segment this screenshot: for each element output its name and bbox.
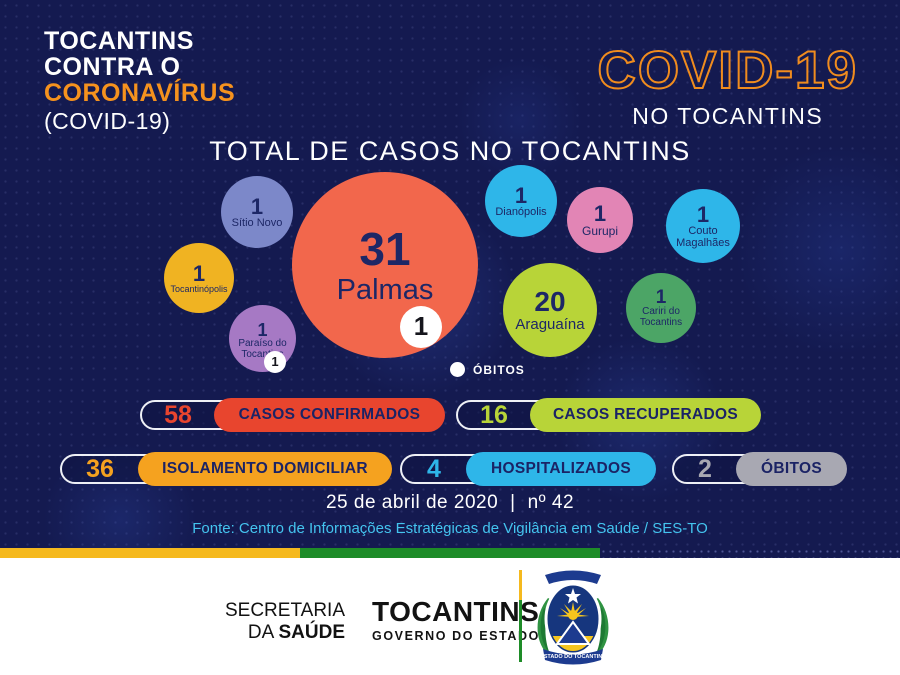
bubble-cases: 1	[696, 201, 710, 227]
stat-label: CASOS CONFIRMADOS	[214, 398, 445, 432]
source-credit: Fonte: Centro de Informações Estratégica…	[192, 520, 708, 537]
bubble-city: Couto Magalhães	[676, 225, 730, 249]
bulletin-date: 25 de abril de 2020	[325, 492, 499, 513]
emblem-banner-text: ESTADO DO TOCANTINS	[540, 654, 606, 660]
bulletin-edition: nº 42	[527, 492, 575, 513]
covid-banner: COVID-19 NO TOCANTINS	[597, 40, 858, 130]
bubble-gurupi: 1 Gurupi	[567, 187, 633, 253]
secretaria-line2: DA SAÚDE	[247, 622, 345, 643]
secretaria-line1: SECRETARIA	[224, 600, 345, 621]
bubble-sitio-novo: 1 Sítio Novo	[221, 176, 293, 248]
gov-subtitle: GOVERNO DO ESTADO	[372, 629, 540, 643]
bubble-cases: 1	[655, 286, 667, 308]
government-wordmark: TOCANTINS GOVERNO DO ESTADO	[372, 596, 540, 643]
stat-pill-deaths: 2 ÓBITOS	[672, 452, 847, 486]
bubble-cases: 31	[359, 222, 411, 275]
tocantins-coat-of-arms-icon: ESTADO DO TOCANTINS	[537, 570, 609, 665]
bubble-city: Cariri do Tocantins	[639, 306, 683, 328]
campaign-wordmark: TOCANTINS CONTRA O CORONAVÍRUS (COVID-19…	[44, 28, 235, 134]
main-panel: TOCANTINS CONTRA O CORONAVÍRUS (COVID-19…	[0, 0, 900, 548]
bubble-dianopolis: 1 Dianópolis	[485, 165, 557, 237]
legend-label: ÓBITOS	[473, 362, 525, 377]
bubble-palmas: 31 Palmas 1	[292, 172, 478, 358]
covid-banner-subtitle: NO TOCANTINS	[632, 103, 824, 129]
campaign-line1: TOCANTINS	[44, 27, 194, 55]
secretaria-wordmark: SECRETARIA DA SAÚDE	[200, 600, 345, 644]
bubble-cases: 1	[257, 319, 268, 340]
bubble-couto-magalhaes: 1 Couto Magalhães	[666, 189, 740, 263]
deaths-legend: ÓBITOS	[450, 362, 525, 377]
bubble-cases: 1	[514, 182, 528, 208]
stat-label: HOSPITALIZADOS	[466, 452, 656, 486]
bubble-city: Tocantinópolis	[170, 283, 228, 294]
stripe-green	[300, 548, 600, 558]
stripe-blue-dotted	[600, 548, 900, 558]
bubble-cases: 1	[192, 260, 206, 286]
tricolor-stripe	[0, 548, 900, 558]
bubble-city: Araguaína	[515, 316, 585, 334]
campaign-line2: CONTRA O	[44, 53, 181, 81]
chart-title: TOTAL DE CASOS NO TOCANTINS	[209, 136, 691, 166]
bubble-city: Sítio Novo	[231, 216, 283, 229]
covid-banner-title: COVID-19	[597, 40, 858, 101]
deaths-badge: 1	[264, 351, 286, 373]
bubble-city: Dianópolis	[495, 205, 547, 218]
bubble-city: Palmas	[336, 273, 434, 306]
stat-value: 36	[86, 454, 114, 483]
deaths-badge: 1	[400, 306, 442, 348]
stat-value: 58	[164, 400, 192, 429]
stat-label: ISOLAMENTO DOMICILIAR	[138, 452, 392, 486]
footer-bar: SECRETARIA DA SAÚDE TOCANTINS GOVERNO DO…	[0, 558, 900, 675]
bubble-cases: 1	[250, 193, 264, 219]
stat-label: CASOS RECUPERADOS	[530, 398, 761, 432]
bubble-cases: 1	[593, 201, 607, 227]
stat-label: ÓBITOS	[736, 452, 847, 486]
separator: |	[510, 492, 516, 513]
stripe-yellow	[0, 548, 300, 558]
campaign-line4: (COVID-19)	[44, 108, 171, 134]
white-dot-icon	[450, 362, 465, 377]
stat-value: 4	[427, 454, 441, 483]
bubble-city: Gurupi	[581, 224, 619, 239]
bubble-paraiso: 1 Paraíso do Tocantins 1	[229, 305, 296, 373]
stat-value: 2	[698, 454, 712, 483]
stat-pill-confirmed: 58 CASOS CONFIRMADOS	[140, 398, 445, 432]
stat-pill-recovered: 16 CASOS RECUPERADOS	[456, 398, 761, 432]
gov-name: TOCANTINS	[372, 596, 540, 627]
bubble-cases: 20	[534, 285, 566, 317]
bubble-cariri: 1 Cariri do Tocantins	[626, 273, 696, 343]
bulletin-date-line: 25 de abril de 2020 | nº 42	[0, 492, 900, 514]
stat-value: 16	[480, 400, 508, 429]
bubble-araguaina: 20 Araguaína	[503, 263, 597, 357]
stat-pill-isolation: 36 ISOLAMENTO DOMICILIAR	[60, 452, 392, 486]
stat-pill-hospitalized: 4 HOSPITALIZADOS	[400, 452, 656, 486]
bubble-city: Paraíso do Tocantins	[238, 338, 287, 360]
bubble-tocantinopolis: 1 Tocantinópolis	[164, 243, 234, 313]
campaign-line3: CORONAVÍRUS	[44, 79, 236, 107]
logo-divider	[519, 570, 522, 662]
